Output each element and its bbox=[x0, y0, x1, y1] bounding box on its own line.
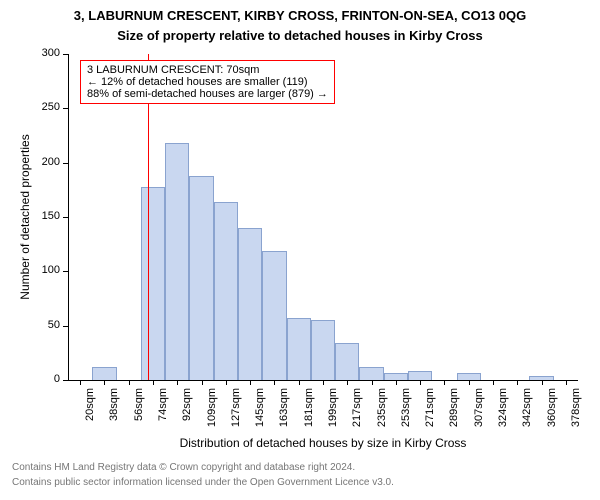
y-tick bbox=[63, 108, 68, 109]
histogram-bar bbox=[359, 367, 383, 380]
y-tick bbox=[63, 163, 68, 164]
x-tick bbox=[347, 380, 348, 385]
x-tick-label: 289sqm bbox=[448, 388, 460, 438]
histogram-bar bbox=[262, 251, 286, 380]
y-tick-label: 300 bbox=[0, 47, 60, 59]
y-tick bbox=[63, 54, 68, 55]
x-tick-label: 181sqm bbox=[303, 388, 315, 438]
x-tick-label: 109sqm bbox=[206, 388, 218, 438]
x-tick-label: 56sqm bbox=[133, 388, 145, 438]
x-tick-label: 127sqm bbox=[230, 388, 242, 438]
x-tick-label: 253sqm bbox=[400, 388, 412, 438]
x-tick-label: 217sqm bbox=[351, 388, 363, 438]
x-axis-title: Distribution of detached houses by size … bbox=[68, 436, 578, 450]
y-axis bbox=[68, 54, 69, 380]
footer-line-2: Contains public sector information licen… bbox=[12, 477, 394, 488]
x-tick-label: 20sqm bbox=[84, 388, 96, 438]
histogram-bar bbox=[335, 343, 359, 380]
x-tick bbox=[469, 380, 470, 385]
info-box-line: ← 12% of detached houses are smaller (11… bbox=[87, 76, 328, 88]
x-tick bbox=[444, 380, 445, 385]
x-tick bbox=[153, 380, 154, 385]
x-tick bbox=[420, 380, 421, 385]
x-tick bbox=[80, 380, 81, 385]
x-tick-label: 271sqm bbox=[424, 388, 436, 438]
y-tick bbox=[63, 380, 68, 381]
histogram-bar bbox=[189, 176, 213, 380]
histogram-bar bbox=[238, 228, 262, 380]
x-tick-label: 307sqm bbox=[473, 388, 485, 438]
x-tick bbox=[129, 380, 130, 385]
histogram-bar bbox=[165, 143, 189, 380]
x-tick-label: 378sqm bbox=[570, 388, 582, 438]
footer-line-1: Contains HM Land Registry data © Crown c… bbox=[12, 462, 355, 473]
x-tick bbox=[542, 380, 543, 385]
x-tick bbox=[202, 380, 203, 385]
x-tick bbox=[566, 380, 567, 385]
x-tick bbox=[372, 380, 373, 385]
x-tick-label: 342sqm bbox=[521, 388, 533, 438]
info-box: 3 LABURNUM CRESCENT: 70sqm← 12% of detac… bbox=[80, 60, 335, 104]
chart-address-title: 3, LABURNUM CRESCENT, KIRBY CROSS, FRINT… bbox=[0, 8, 600, 23]
histogram-bar bbox=[141, 187, 165, 380]
x-tick-label: 145sqm bbox=[254, 388, 266, 438]
x-tick bbox=[396, 380, 397, 385]
x-tick bbox=[299, 380, 300, 385]
histogram-bar bbox=[408, 371, 432, 380]
x-tick bbox=[104, 380, 105, 385]
y-tick-label: 0 bbox=[0, 373, 60, 385]
x-tick bbox=[323, 380, 324, 385]
y-tick bbox=[63, 271, 68, 272]
x-tick-label: 199sqm bbox=[327, 388, 339, 438]
x-tick-label: 38sqm bbox=[108, 388, 120, 438]
y-tick bbox=[63, 217, 68, 218]
y-tick bbox=[63, 326, 68, 327]
x-tick-label: 74sqm bbox=[157, 388, 169, 438]
y-axis-title: Number of detached properties bbox=[18, 107, 32, 327]
info-box-line: 3 LABURNUM CRESCENT: 70sqm bbox=[87, 64, 328, 76]
x-tick bbox=[177, 380, 178, 385]
histogram-bar bbox=[214, 202, 238, 380]
info-box-line: 88% of semi-detached houses are larger (… bbox=[87, 88, 328, 100]
x-tick bbox=[226, 380, 227, 385]
x-tick-label: 92sqm bbox=[181, 388, 193, 438]
x-tick-label: 324sqm bbox=[497, 388, 509, 438]
x-tick bbox=[517, 380, 518, 385]
x-tick-label: 235sqm bbox=[376, 388, 388, 438]
x-tick-label: 360sqm bbox=[546, 388, 558, 438]
histogram-bar bbox=[287, 318, 311, 380]
x-tick bbox=[250, 380, 251, 385]
x-tick-label: 163sqm bbox=[278, 388, 290, 438]
histogram-bar bbox=[92, 367, 116, 380]
chart-subtitle: Size of property relative to detached ho… bbox=[0, 28, 600, 43]
histogram-bar bbox=[311, 320, 335, 380]
x-tick bbox=[493, 380, 494, 385]
x-tick bbox=[274, 380, 275, 385]
